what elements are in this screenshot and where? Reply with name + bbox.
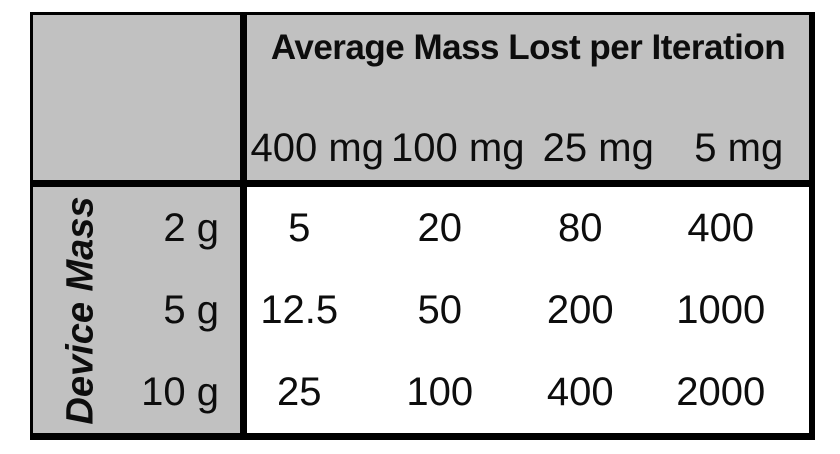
table-title: Average Mass Lost per Iteration [270, 28, 786, 67]
data-cell-r0c2: 80 [558, 205, 603, 250]
mass-lost-table: Average Mass Lost per Iteration 400 mg 1… [30, 12, 815, 440]
data-cell-r2c0: 25 [277, 369, 322, 414]
column-headers-row: 400 mg 100 mg 25 mg 5 mg [247, 126, 809, 171]
row-header-2g: 2 g [163, 205, 219, 250]
column-header-5mg: 5 mg [694, 126, 784, 170]
data-cell-r2c2: 400 [546, 369, 614, 414]
data-cell-r2c3: 2000 [676, 369, 766, 414]
row-headers: 2 g 5 g 10 g [33, 187, 240, 433]
column-header-400mg: 400 mg [250, 126, 384, 170]
data-grid: 5 20 80 400 12.5 50 200 1000 25 100 400 … [247, 187, 809, 433]
data-cell-r1c3: 1000 [676, 287, 766, 332]
column-header-100mg: 100 mg [391, 126, 525, 170]
row-header-column: Device Mass 2 g 5 g 10 g [33, 187, 247, 433]
row-header-5g: 5 g [163, 287, 219, 332]
row-header-10g: 10 g [141, 369, 219, 414]
column-header-block: Average Mass Lost per Iteration 400 mg 1… [247, 15, 809, 187]
data-cell-r1c1: 50 [417, 287, 463, 332]
data-cell-r0c0: 5 [288, 205, 311, 250]
column-header-25mg: 25 mg [542, 126, 654, 170]
data-cell-r0c1: 20 [417, 205, 463, 250]
data-cell-r1c0: 12.5 [260, 287, 339, 332]
data-cell-r1c2: 200 [546, 287, 614, 332]
corner-cell [33, 15, 247, 187]
data-cell-r0c3: 400 [687, 205, 755, 250]
data-cell-r2c1: 100 [406, 369, 474, 414]
